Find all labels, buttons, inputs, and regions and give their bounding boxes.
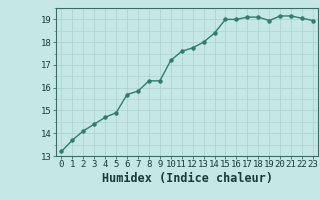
- X-axis label: Humidex (Indice chaleur): Humidex (Indice chaleur): [102, 172, 273, 185]
